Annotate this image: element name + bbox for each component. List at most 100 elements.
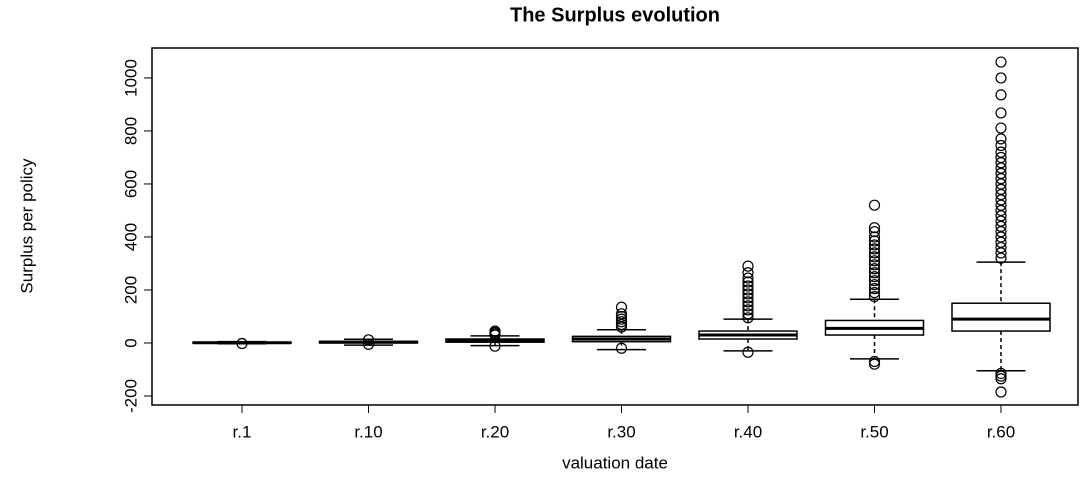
y-tick-label: 0 [121,338,140,347]
outlier [742,276,754,288]
outlier [995,236,1007,248]
outlier [995,247,1007,259]
x-tick-label: r.10 [354,422,382,441]
outlier [995,210,1007,222]
outlier [615,318,628,331]
y-tick-label: -200 [121,379,140,413]
outlier [868,279,881,291]
outlier [362,338,375,350]
outlier [995,370,1007,382]
outlier [995,373,1007,385]
outlier [868,251,881,263]
outlier [995,89,1007,101]
plot-frame [151,47,1079,406]
outlier [995,173,1007,185]
outlier [995,139,1007,152]
outlier [742,288,754,300]
x-tick-label: r.40 [734,422,762,441]
x-tick-label: r.1 [233,422,252,441]
x-tick-label: r.20 [481,422,509,441]
outlier [742,346,754,358]
outlier [995,107,1007,119]
outlier [995,367,1007,380]
x-tick-label: r.60 [987,422,1015,441]
outlier [615,321,628,333]
outlier [995,72,1007,84]
outlier [742,272,754,284]
outlier [995,167,1007,179]
outlier [615,316,628,328]
outlier [742,300,754,312]
outlier [236,337,248,350]
outlier [362,334,375,346]
x-axis-label: valuation date [562,453,668,472]
outlier [868,275,881,287]
outlier [615,308,628,320]
outlier [742,308,754,320]
outlier [742,260,754,272]
outlier [995,252,1007,264]
x-tick-label: r.30 [607,422,635,441]
outlier [995,194,1007,206]
outlier [868,259,881,271]
outlier [868,239,881,251]
outlier [615,310,628,323]
outlier [868,235,881,247]
y-tick-label: 600 [121,170,140,198]
outlier [995,133,1007,145]
chart-title: The Surplus evolution [510,4,720,26]
outlier [868,263,881,275]
outlier [995,226,1007,238]
outlier [995,151,1007,164]
outlier [995,204,1007,217]
outlier [742,312,754,324]
outlier [742,292,754,304]
outlier [868,358,881,370]
outlier [995,183,1007,195]
outlier [868,287,881,299]
outlier [995,386,1007,398]
outlier [995,162,1007,174]
outlier [868,247,881,259]
outlier [868,291,881,303]
y-axis-label: Surplus per policy [17,158,36,294]
outlier [742,280,754,292]
outlier [615,301,628,313]
outlier [995,146,1007,158]
y-tick-label: 1000 [121,59,140,97]
outlier [868,231,881,243]
x-tick-label: r.50 [860,422,888,441]
outlier [742,267,754,279]
outlier [868,255,881,267]
outlier [995,157,1007,169]
outlier [868,226,881,238]
outlier [995,241,1007,254]
outlier [489,325,501,337]
y-tick-label: 400 [121,223,140,251]
outlier [995,220,1007,232]
outlier [868,243,881,255]
outlier [615,313,628,325]
outlier [868,283,881,295]
outlier [995,56,1007,68]
outlier [995,188,1007,201]
y-tick-label: 200 [121,276,140,304]
outlier [868,199,881,211]
outlier [742,284,754,296]
outlier [995,231,1007,243]
outlier [742,304,754,316]
outlier [995,178,1007,190]
box [951,302,1051,332]
outlier [489,340,501,352]
outlier [995,122,1007,134]
outlier [868,355,881,368]
outlier [868,222,881,234]
outlier [868,267,881,279]
y-tick-label: 800 [121,117,140,145]
outlier [615,342,628,354]
outlier [868,271,881,283]
outlier [742,296,754,308]
outlier [995,215,1007,227]
outlier [995,199,1007,211]
